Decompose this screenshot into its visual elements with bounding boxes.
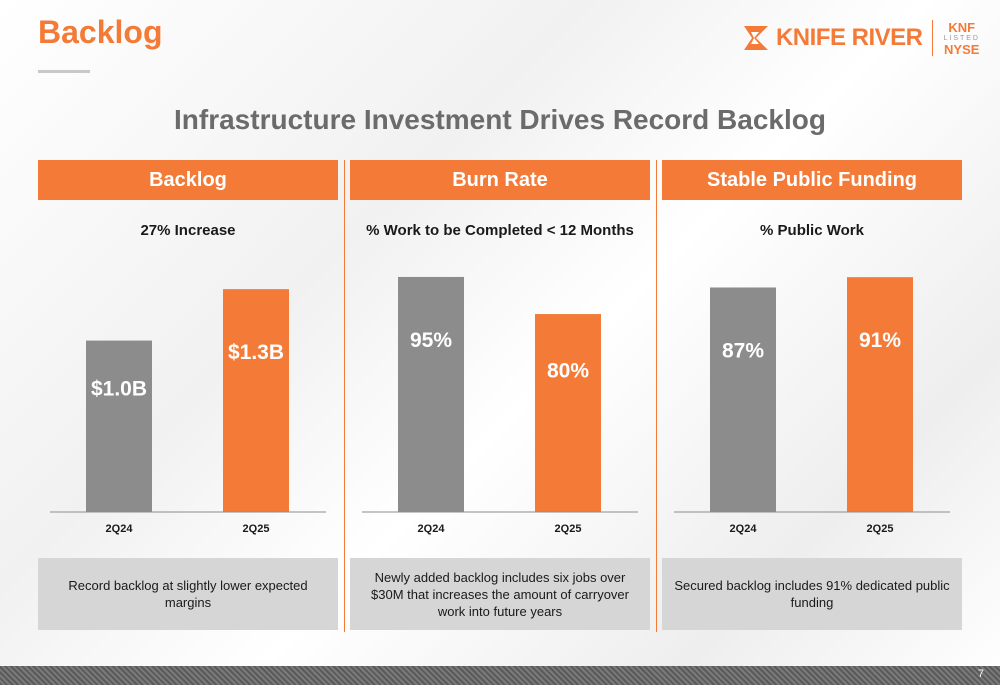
panel-note-text: Newly added backlog includes six jobs ov… xyxy=(371,569,629,619)
panel-note: Newly added backlog includes six jobs ov… xyxy=(350,558,650,630)
bar-value-label: 87% xyxy=(722,339,764,362)
logo-separator xyxy=(932,20,934,56)
panel-backlog: Backlog 27% Increase $1.0B 2Q24 $1.3B 2Q25 … xyxy=(38,160,338,632)
ticker-symbol: KNF xyxy=(948,19,976,35)
x-tick-label: 2Q25 xyxy=(243,523,270,535)
bar-chart: 87% 2Q24 91% 2Q25 xyxy=(674,277,950,535)
listing-badge: KNF LISTED NYSE xyxy=(943,21,980,56)
panel-header: Backlog xyxy=(38,160,338,200)
x-tick-label: 2Q24 xyxy=(418,523,446,535)
panel-note: Secured backlog includes 91% dedicated p… xyxy=(662,558,962,630)
knife-river-logo-icon xyxy=(743,26,768,50)
bar-2q24 xyxy=(86,340,152,512)
x-tick-label: 2Q25 xyxy=(555,523,582,535)
x-tick-label: 2Q25 xyxy=(867,523,894,535)
bar-2q25 xyxy=(223,289,289,512)
bar-chart: $1.0B 2Q24 $1.3B 2Q25 xyxy=(50,289,326,535)
page-number: 7 xyxy=(977,668,984,680)
panel-note: Record backlog at slightly lower expecte… xyxy=(38,558,338,630)
footer-bar: 7 xyxy=(0,666,1000,685)
bar-value-label: 91% xyxy=(859,329,901,352)
panel-divider xyxy=(656,160,657,632)
bar-value-label: $1.3B xyxy=(228,341,284,364)
bar-2q25 xyxy=(535,314,601,512)
panel-note-text: Secured backlog includes 91% dedicated p… xyxy=(674,578,950,610)
panel-header: Stable Public Funding xyxy=(662,160,962,200)
title-underline xyxy=(38,70,90,73)
x-tick-label: 2Q24 xyxy=(730,523,758,535)
bar-value-label: 95% xyxy=(410,329,452,352)
bar-2q24 xyxy=(710,287,776,512)
panel-subtitle: 27% Increase xyxy=(140,222,236,239)
bar-value-label: $1.0B xyxy=(91,377,147,400)
x-tick-label: 2Q24 xyxy=(106,523,134,535)
panel-note-text: Record backlog at slightly lower expecte… xyxy=(68,578,308,610)
slide-headline: Infrastructure Investment Drives Record … xyxy=(174,104,826,135)
panel-public-funding: Stable Public Funding % Public Work 87% 2… xyxy=(662,160,962,632)
panel-subtitle: % Work to be Completed < 12 Months xyxy=(366,222,634,239)
panel-burn-rate: Burn Rate % Work to be Completed < 12 Mo… xyxy=(350,160,650,632)
logo-wordmark: KNIFE RIVER xyxy=(775,24,923,51)
listed-label: LISTED xyxy=(943,34,980,42)
panel-header: Burn Rate xyxy=(350,160,650,200)
bar-2q24 xyxy=(398,276,464,512)
company-logo: KNIFE RIVER KNF LISTED NYSE xyxy=(742,18,980,58)
panel-divider xyxy=(344,160,345,632)
panel-subtitle: % Public Work xyxy=(760,222,864,239)
bar-value-label: 80% xyxy=(547,359,589,382)
bar-2q25 xyxy=(847,277,913,512)
exchange-name: NYSE xyxy=(944,41,980,57)
page-title: Backlog xyxy=(38,14,163,50)
bar-chart: 95% 2Q24 80% 2Q25 xyxy=(362,276,638,535)
